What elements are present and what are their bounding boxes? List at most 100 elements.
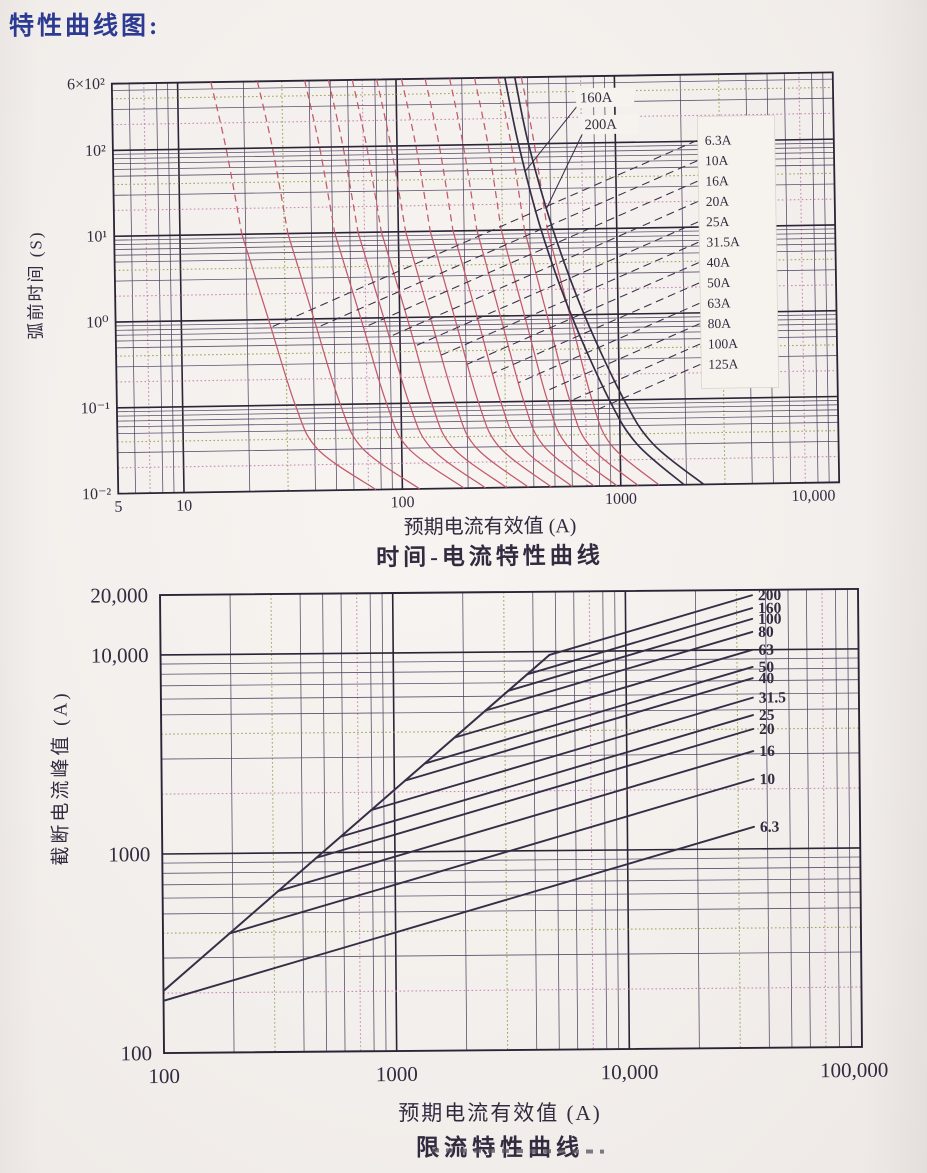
grid-line xyxy=(160,692,859,700)
grid-line xyxy=(735,590,741,1049)
grid-line xyxy=(156,82,164,493)
grid-line xyxy=(308,80,316,491)
grid-line xyxy=(242,81,251,492)
grid-line xyxy=(624,590,631,1049)
chart1-x-tick-label: 10,000 xyxy=(791,487,835,505)
grid-line xyxy=(161,708,860,716)
grid-line xyxy=(811,72,819,483)
fuse-curve-dashed-63A xyxy=(448,78,478,231)
grid-line xyxy=(613,75,622,486)
grid-line xyxy=(603,75,612,486)
cutoff-line-20 xyxy=(315,728,755,859)
grid-line xyxy=(112,112,834,126)
chart1-top-label: 160A xyxy=(580,90,613,107)
fuse-curve-dashed-40A xyxy=(400,78,431,232)
grid-line xyxy=(462,592,468,1051)
grid-line xyxy=(299,593,305,1052)
grid-line xyxy=(805,589,811,1048)
chart1-rating-label: 16A xyxy=(705,173,729,188)
leader-line-20A xyxy=(389,201,698,338)
fuse-curve-dashed-25A xyxy=(351,79,382,233)
chart2-rating-label: 160 xyxy=(758,600,782,617)
chart1-y-tick-label: 10⁰ xyxy=(86,314,109,331)
grid-line xyxy=(112,97,834,110)
chart2-y-axis-title: 截断电流峰值 (A) xyxy=(50,690,72,866)
fuse-curve-25A xyxy=(380,231,507,489)
cutoff-line-50 xyxy=(423,666,754,765)
cutoff-line-6.3 xyxy=(162,825,755,1002)
fuse-curve-63A xyxy=(476,230,595,487)
chart2-y-tick-label: 1000 xyxy=(108,842,150,866)
fuse-curve-125A xyxy=(546,229,660,486)
leader-line-10A xyxy=(316,160,698,329)
grid-line xyxy=(162,866,861,874)
grid-line xyxy=(374,79,382,490)
grid-line xyxy=(229,594,235,1053)
grid-line xyxy=(765,589,770,1048)
grid-line xyxy=(117,415,839,428)
chart1-rating-label: 80A xyxy=(708,316,732,331)
chart2-rating-label: 31.5 xyxy=(759,689,787,706)
leader-line-160A xyxy=(524,102,581,172)
chart2-title: 限流特性曲线 xyxy=(416,1135,584,1160)
grid-line xyxy=(822,72,830,483)
fuse-curve-dashed-31.5A xyxy=(376,79,407,232)
grid-line xyxy=(329,80,338,491)
grid-line xyxy=(112,86,833,100)
chart2-rating-label: 16 xyxy=(759,743,775,760)
grid-line xyxy=(117,409,839,422)
grid-line xyxy=(160,657,859,665)
chart2-rating-label: 10 xyxy=(759,771,775,788)
fuse-curve-10A xyxy=(287,233,421,490)
fuse-curve-50A xyxy=(452,230,573,487)
chart2-x-tick-label: 1000 xyxy=(376,1062,418,1086)
chart1-rating-label: 40A xyxy=(707,255,731,270)
chart1-y-tick-label: 10² xyxy=(85,143,106,160)
chart1-x-tick-label: 100 xyxy=(390,494,414,511)
chart1-x-tick-label: 10 xyxy=(176,497,192,514)
chart2-border xyxy=(159,588,863,1054)
grid-line xyxy=(565,76,573,487)
fuse-curve-200A xyxy=(513,77,705,486)
chart1-rating-label: 100A xyxy=(708,336,738,351)
fuse-curve-40A xyxy=(429,231,552,488)
chart1-y-tick-label: 10⁻² xyxy=(82,486,112,503)
grid-line xyxy=(117,440,839,454)
chart1-group: 6.3A 10A 16A 20A 25A 31.5A 40A 50A 63A 80A 100A 125… xyxy=(67,71,841,516)
grid-line xyxy=(161,787,860,795)
grid-line xyxy=(116,400,838,413)
grid-line xyxy=(161,752,860,760)
grid-line xyxy=(176,82,185,493)
grid-line xyxy=(162,856,861,864)
fuse-curve-dashed-10A xyxy=(256,81,289,234)
chart2-rating-label: 100 xyxy=(758,611,782,628)
chart2-rating-label: 80 xyxy=(758,624,774,641)
grid-line xyxy=(117,421,839,435)
leader-line-200A xyxy=(546,129,586,209)
leader-line-100A xyxy=(569,343,701,402)
cutoff-line-40 xyxy=(404,677,754,782)
chart1-rating-label: 10A xyxy=(705,153,729,168)
chart1-border xyxy=(110,71,841,495)
fuse-curve-dashed-16A xyxy=(304,80,336,233)
grid-line xyxy=(163,951,862,959)
leader-line-16A xyxy=(363,180,698,329)
grid-line xyxy=(395,79,404,490)
grid-line xyxy=(787,589,793,1048)
chart1-y-tick-label: 6×10² xyxy=(67,76,105,94)
ratings-legend-box xyxy=(697,114,780,389)
grid-line xyxy=(162,891,861,899)
page-title: 特性曲线图: xyxy=(9,13,161,40)
grid-line xyxy=(270,594,276,1053)
grid-line xyxy=(783,73,792,484)
grid-line xyxy=(548,76,556,487)
leader-line-40A xyxy=(467,262,699,365)
chart1-x-tick-label: 1000 xyxy=(605,490,637,508)
leader-line-31.5A xyxy=(441,241,699,356)
chart1-rating-label: 63A xyxy=(707,295,731,310)
grid-line xyxy=(391,593,398,1052)
grid-line xyxy=(798,72,806,483)
cutoff-line-25 xyxy=(339,714,754,838)
chart1-rating-label: 125A xyxy=(708,356,738,371)
